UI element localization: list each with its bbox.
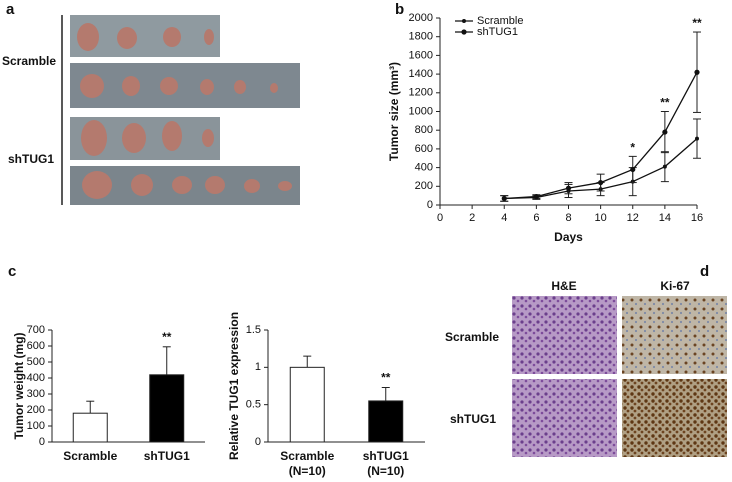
y-tick-label: 700	[27, 324, 45, 336]
y-tick-label: 1	[255, 361, 261, 373]
y-axis-label: Tumor weight (mg)	[12, 332, 26, 439]
y-tick-label: 1800	[409, 31, 433, 43]
panel-letter: a	[6, 1, 15, 18]
row-label: shTUG1	[450, 412, 496, 426]
x-tick-label: 16	[691, 212, 703, 224]
x-tick-label: shTUG1	[363, 449, 409, 463]
y-tick-label: 1600	[409, 49, 433, 61]
y-tick-label: 0	[427, 199, 433, 211]
marker	[694, 69, 700, 75]
x-tick-label: 4	[501, 212, 507, 224]
bar	[368, 400, 404, 443]
marker	[501, 195, 507, 202]
y-tick-label: 1000	[409, 105, 433, 117]
tumor-photos	[61, 15, 300, 205]
y-axis-label: Relative TUG1 expression	[227, 312, 241, 460]
marker	[598, 179, 604, 186]
y-tick-label: 500	[27, 356, 45, 368]
x-tick-label: 10	[595, 212, 607, 224]
y-tick-label: 0.5	[246, 399, 261, 411]
significance: **	[660, 96, 670, 110]
significance: **	[381, 371, 391, 385]
y-tick-label: 800	[415, 124, 433, 136]
x-tick-label: Scramble	[280, 449, 334, 463]
y-tick-label: 100	[27, 420, 45, 432]
x-tick-label: 8	[565, 212, 571, 224]
y-tick-label: 0	[39, 436, 45, 448]
row-label: Scramble	[2, 54, 56, 68]
y-tick-label: 600	[415, 143, 433, 155]
x-tick-note: (N=10)	[367, 464, 404, 478]
marker	[662, 164, 667, 169]
bar	[289, 366, 325, 443]
x-tick-label: 0	[437, 212, 443, 224]
y-tick-label: 0	[255, 436, 261, 448]
legend-label: shTUG1	[477, 26, 518, 38]
x-tick-label: Scramble	[63, 449, 117, 463]
y-tick-label: 400	[415, 162, 433, 174]
y-tick-label: 200	[415, 180, 433, 192]
panel-letter: d	[700, 263, 709, 280]
x-tick-note: (N=10)	[289, 464, 326, 478]
row-label: Scramble	[445, 330, 499, 344]
significance: **	[692, 16, 702, 30]
y-tick-label: 400	[27, 372, 45, 384]
panel-letter: b	[395, 1, 404, 18]
significance: **	[162, 330, 172, 344]
legend-label: Scramble	[477, 15, 523, 27]
legend-marker	[461, 29, 467, 35]
marker	[630, 166, 636, 173]
panel-letter: c	[8, 263, 16, 280]
significance: *	[630, 141, 635, 155]
bar	[72, 412, 108, 443]
x-tick-label: 6	[533, 212, 539, 224]
y-tick-label: 1200	[409, 87, 433, 99]
marker	[533, 193, 539, 200]
y-axis-label: Tumor size (mm³)	[387, 62, 401, 161]
y-tick-label: 300	[27, 388, 45, 400]
x-axis-label: Days	[554, 230, 583, 244]
x-tick-label: 12	[627, 212, 639, 224]
y-tick-label: 600	[27, 340, 45, 352]
bar	[149, 374, 185, 443]
marker	[565, 185, 572, 191]
ihc-images	[512, 296, 727, 457]
y-tick-label: 1400	[409, 68, 433, 80]
y-tick-label: 1.5	[246, 324, 261, 336]
column-label: Ki-67	[660, 279, 690, 293]
marker	[695, 136, 699, 141]
row-label: shTUG1	[8, 152, 54, 166]
y-tick-label: 200	[27, 404, 45, 416]
x-tick-label: 2	[469, 212, 475, 224]
legend-marker	[462, 19, 466, 23]
column-label: H&E	[551, 279, 576, 293]
y-tick-label: 2000	[409, 12, 433, 24]
x-tick-label: shTUG1	[144, 449, 190, 463]
x-tick-label: 14	[659, 212, 671, 224]
marker	[662, 129, 668, 135]
